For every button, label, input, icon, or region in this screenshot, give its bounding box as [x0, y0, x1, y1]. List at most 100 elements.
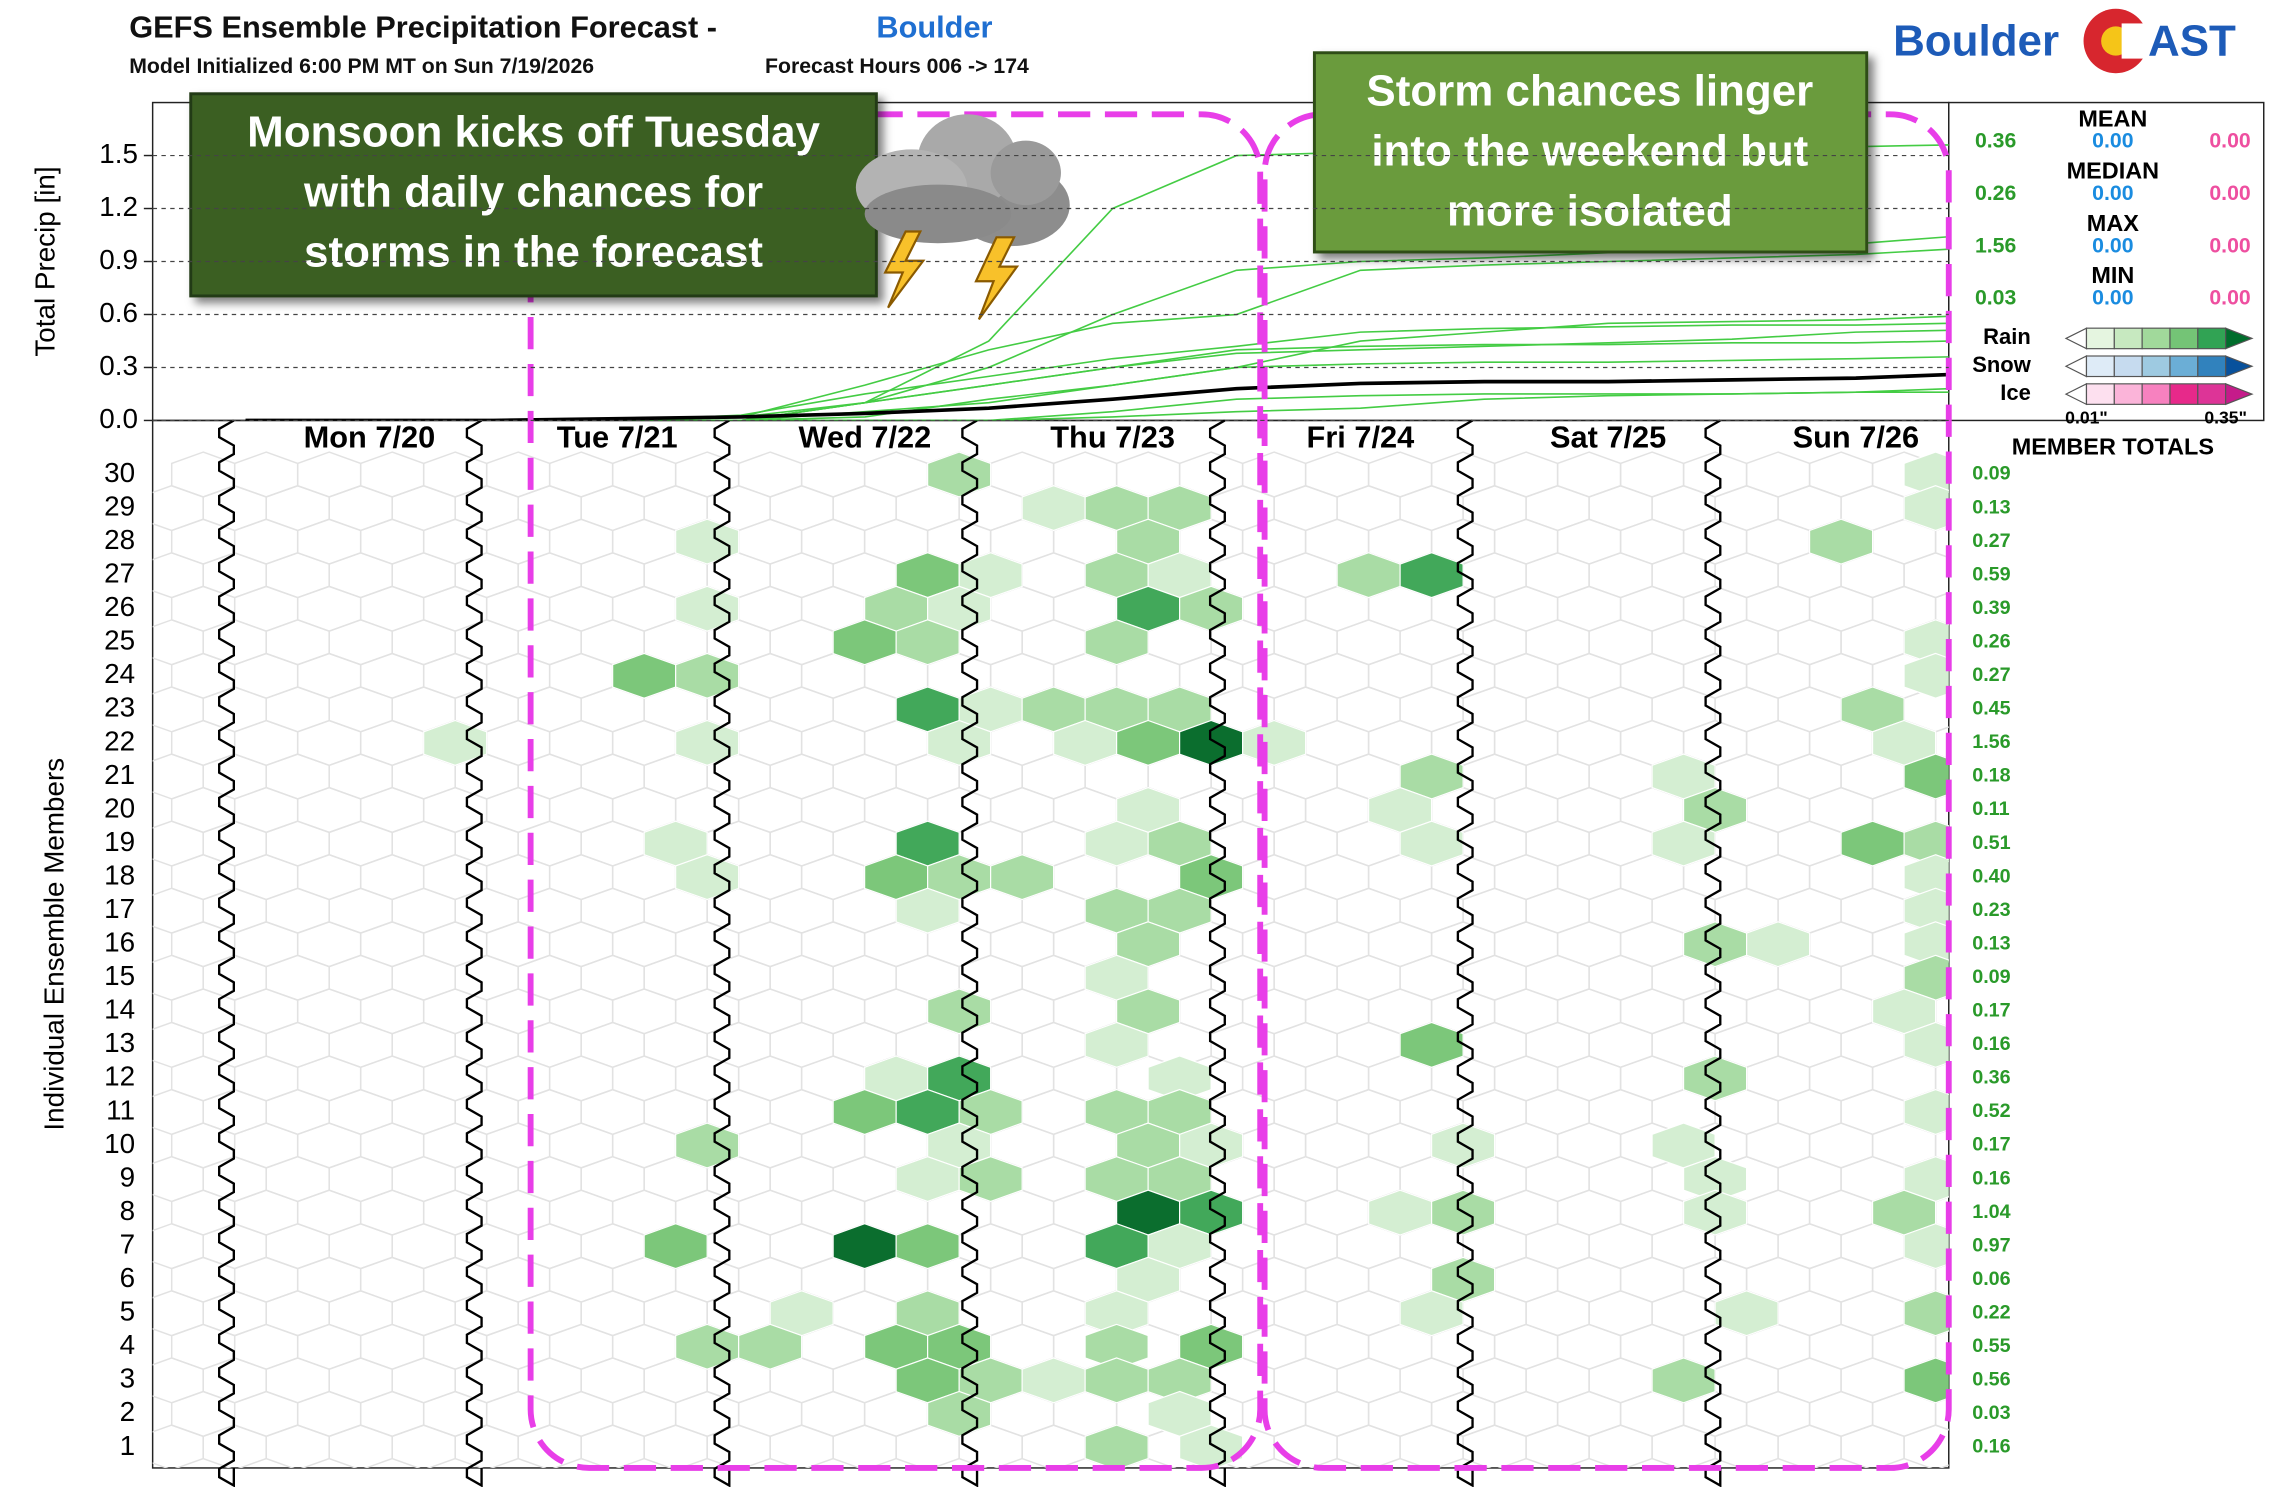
precip-cell	[895, 619, 960, 666]
member-label: 21	[104, 759, 135, 790]
title: GEFS Ensemble Precipitation Forecast -	[129, 9, 717, 44]
totals-title: MEMBER TOTALS	[2012, 433, 2214, 459]
storm-icon	[855, 114, 1070, 321]
member-label: 10	[104, 1128, 135, 1159]
y-tick-label: 1.2	[99, 191, 138, 222]
member-label: 29	[104, 490, 135, 521]
member-label: 16	[104, 927, 135, 958]
legend-swatch	[2113, 383, 2143, 405]
legend-swatch	[2085, 327, 2115, 350]
day-divider	[218, 419, 235, 1487]
summary-ice: 0.00	[2209, 286, 2250, 310]
precip-cell	[1903, 1021, 1949, 1068]
summary-label: MEDIAN	[2067, 158, 2159, 184]
member-label: 2	[120, 1396, 135, 1427]
precip-cell	[1903, 1088, 1949, 1135]
precip-cell	[1903, 1357, 1949, 1404]
member-label: 24	[104, 658, 135, 689]
member-total: 0.13	[1972, 496, 2010, 518]
member-total: 0.39	[1972, 597, 2010, 619]
day-label: Sat 7/25	[1550, 420, 1666, 455]
member-line	[245, 322, 1949, 421]
legend-swatch	[2169, 383, 2199, 405]
member-label: 17	[104, 893, 135, 924]
member-label: 8	[120, 1195, 135, 1226]
precip-cell	[895, 887, 960, 934]
precip-cell	[1746, 921, 1811, 968]
day-label: Sun 7/26	[1793, 420, 1919, 455]
precip-cell	[1399, 552, 1464, 599]
summary-rain: 0.36	[1975, 129, 2017, 153]
y-tick-label: 1.5	[99, 138, 138, 169]
member-total: 0.55	[1972, 1335, 2010, 1357]
precip-cell	[1683, 1189, 1748, 1236]
precip-cell	[1651, 1357, 1716, 1404]
member-label: 7	[120, 1229, 135, 1260]
member-label: 19	[104, 826, 135, 857]
legend-label: Ice	[2000, 380, 2031, 405]
precip-cell	[927, 1390, 992, 1437]
day-divider	[713, 419, 731, 1487]
legend-label: Snow	[1972, 352, 2031, 377]
member-label: 6	[120, 1262, 135, 1293]
precip-cell	[895, 1223, 960, 1270]
day-label: Fri 7/24	[1307, 420, 1415, 455]
member-total: 0.09	[1972, 966, 2010, 988]
member-total: 0.17	[1972, 1000, 2010, 1022]
member-total: 0.16	[1972, 1436, 2010, 1458]
annotation-text: into the weekend but	[1371, 126, 1808, 175]
precip-cell	[675, 1122, 740, 1169]
legend-swatch	[2197, 383, 2227, 405]
location: Boulder	[876, 9, 992, 44]
day-label: Mon 7/20	[304, 420, 436, 455]
member-total: 0.16	[1972, 1167, 2010, 1189]
summary-rain: 1.56	[1975, 233, 2017, 257]
member-label: 27	[104, 558, 135, 589]
precip-cell	[927, 451, 992, 498]
member-total: 0.97	[1972, 1234, 2010, 1256]
day-label: Tue 7/21	[557, 420, 678, 455]
y-axis-label: Individual Ensemble Members	[38, 758, 69, 1131]
member-total: 0.13	[1972, 932, 2010, 954]
member-total: 0.16	[1972, 1033, 2010, 1055]
member-label: 3	[120, 1363, 135, 1394]
member-total: 0.51	[1972, 832, 2010, 854]
logo-flag-gap	[2121, 23, 2151, 59]
member-total: 0.40	[1972, 865, 2010, 887]
member-total: 0.06	[1972, 1268, 2010, 1290]
annotation-text: Monsoon kicks off Tuesday	[247, 107, 820, 156]
member-total: 0.52	[1972, 1100, 2010, 1122]
precip-cell	[675, 854, 740, 901]
precip-cell	[1084, 1021, 1149, 1068]
y-tick-label: 0.9	[99, 244, 138, 275]
hex	[1934, 592, 1949, 626]
day-divider	[961, 419, 979, 1487]
member-label: 26	[104, 591, 135, 622]
init-time: Model Initialized 6:00 PM MT on Sun 7/19…	[129, 54, 594, 78]
summary-snow: 0.00	[2092, 286, 2133, 310]
member-label: 28	[104, 524, 135, 555]
member-total: 0.23	[1972, 899, 2010, 921]
precip-cell	[1903, 485, 1949, 532]
member-label: 9	[120, 1161, 135, 1192]
legend-swatch	[2141, 327, 2171, 350]
forecast-hours: Forecast Hours 006 -> 174	[765, 54, 1029, 78]
member-label: 11	[106, 1094, 135, 1125]
hex-cells	[423, 451, 1949, 1468]
summary-ice: 0.00	[2209, 181, 2250, 205]
precip-cell	[990, 854, 1055, 901]
y-tick-label: 0.3	[99, 350, 138, 381]
summary-snow: 0.00	[2092, 233, 2133, 257]
member-label: 5	[120, 1296, 135, 1327]
legend-swatch	[2197, 327, 2227, 350]
member-label: 1	[120, 1430, 135, 1461]
member-total: 0.18	[1972, 765, 2010, 787]
precip-cell	[927, 719, 992, 766]
legend-min: 0.01"	[2065, 408, 2108, 428]
day-divider	[1456, 419, 1474, 1487]
legend-swatch	[2169, 355, 2199, 378]
member-label: 12	[104, 1061, 135, 1092]
